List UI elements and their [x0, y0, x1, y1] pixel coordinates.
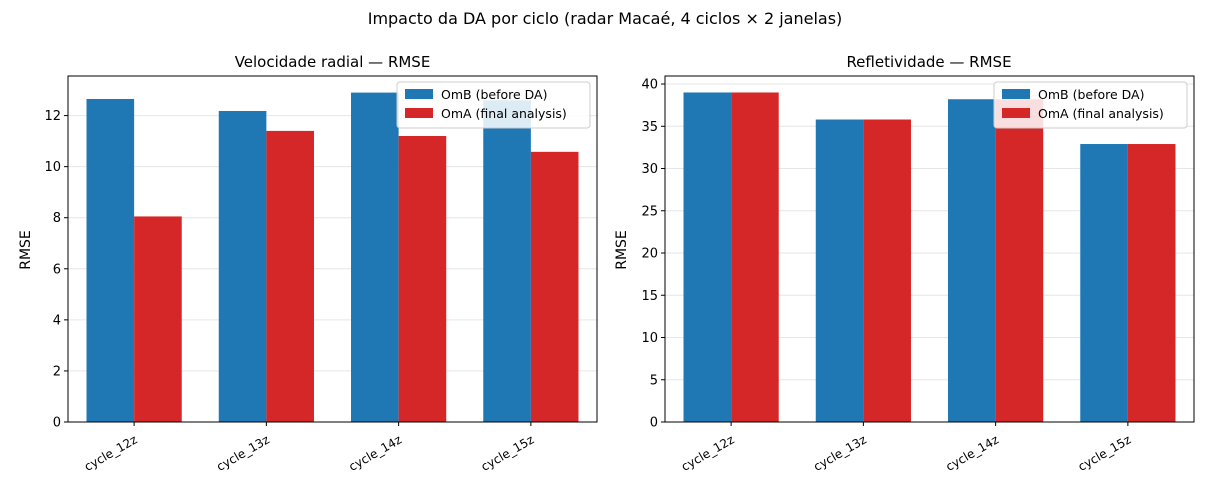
bar — [218, 110, 267, 422]
y-tick-label: 25 — [641, 204, 658, 219]
legend-swatch — [405, 89, 433, 99]
bar — [398, 136, 447, 422]
x-tick-label: cycle_14z — [346, 432, 404, 473]
bar — [351, 92, 399, 423]
legend: OmB (before DA) OmA (final analysis) — [993, 81, 1188, 129]
bar — [1127, 144, 1176, 422]
y-tick-label: 12 — [44, 109, 61, 124]
y-tick-label: 35 — [641, 120, 658, 135]
bar — [683, 92, 732, 422]
x-tick-label: cycle_12z — [82, 432, 140, 473]
legend-box — [993, 81, 1188, 129]
plot-frame — [67, 75, 598, 423]
legend-box — [396, 81, 591, 129]
bar — [1080, 144, 1128, 422]
bar — [948, 99, 996, 422]
y-tick-label: 0 — [53, 416, 61, 431]
x-tick-label: cycle_13z — [214, 432, 272, 473]
bar — [815, 119, 864, 422]
y-tick-label: 10 — [641, 331, 658, 346]
y-tick-label: 30 — [641, 162, 658, 177]
y-tick-label: 20 — [641, 247, 658, 262]
x-tick-label: cycle_12z — [679, 432, 737, 473]
bar — [530, 151, 579, 422]
figure-title: Impacto da DA por ciclo (radar Macaé, 4 … — [368, 9, 843, 28]
legend-label: OmA (final analysis) — [441, 106, 567, 121]
y-tick-label: 40 — [641, 78, 658, 93]
y-tick-label: 0 — [650, 416, 658, 431]
bar — [134, 216, 182, 422]
x-tick-label: cycle_15z — [1076, 432, 1134, 473]
y-tick-label: 15 — [641, 289, 658, 304]
series-omb — [683, 92, 1128, 422]
bar — [863, 119, 911, 422]
chart-velocidade-radial: Velocidade radial — RMSE RMSE 0 2 4 6 8 10 12 c… — [18, 53, 598, 474]
y-tick-label: 10 — [44, 160, 61, 175]
legend-swatch — [405, 108, 433, 118]
y-axis-label: RMSE — [614, 230, 630, 270]
legend-label: OmB (before DA) — [1038, 87, 1144, 102]
chart-title: Refletividade — RMSE — [846, 53, 1011, 71]
series-oma — [731, 92, 1176, 422]
bar — [731, 92, 779, 422]
bar — [266, 130, 314, 422]
plot-frame — [664, 75, 1195, 423]
x-tick-label: cycle_14z — [943, 432, 1001, 473]
bar — [483, 100, 531, 422]
legend-swatch — [1002, 89, 1030, 99]
y-axis-label: RMSE — [18, 230, 34, 270]
x-tick-label: cycle_15z — [479, 432, 537, 473]
x-tick-label: cycle_13z — [811, 432, 869, 473]
bar — [86, 98, 135, 422]
chart-refletividade: Refletividade — RMSE RMSE 0 5 10 15 20 25 30 35… — [614, 53, 1195, 474]
legend-swatch — [1002, 108, 1030, 118]
legend: OmB (before DA) OmA (final analysis) — [396, 81, 591, 129]
bar — [995, 99, 1044, 422]
legend-label: OmA (final analysis) — [1038, 106, 1164, 121]
series-oma — [134, 130, 579, 422]
chart-title: Velocidade radial — RMSE — [235, 53, 431, 71]
y-tick-label: 4 — [53, 313, 61, 328]
legend-label: OmB (before DA) — [441, 87, 547, 102]
y-tick-label: 8 — [53, 211, 61, 226]
series-omb — [86, 92, 531, 423]
y-tick-label: 6 — [53, 262, 61, 277]
y-tick-label: 5 — [650, 373, 658, 388]
y-tick-label: 2 — [53, 364, 61, 379]
